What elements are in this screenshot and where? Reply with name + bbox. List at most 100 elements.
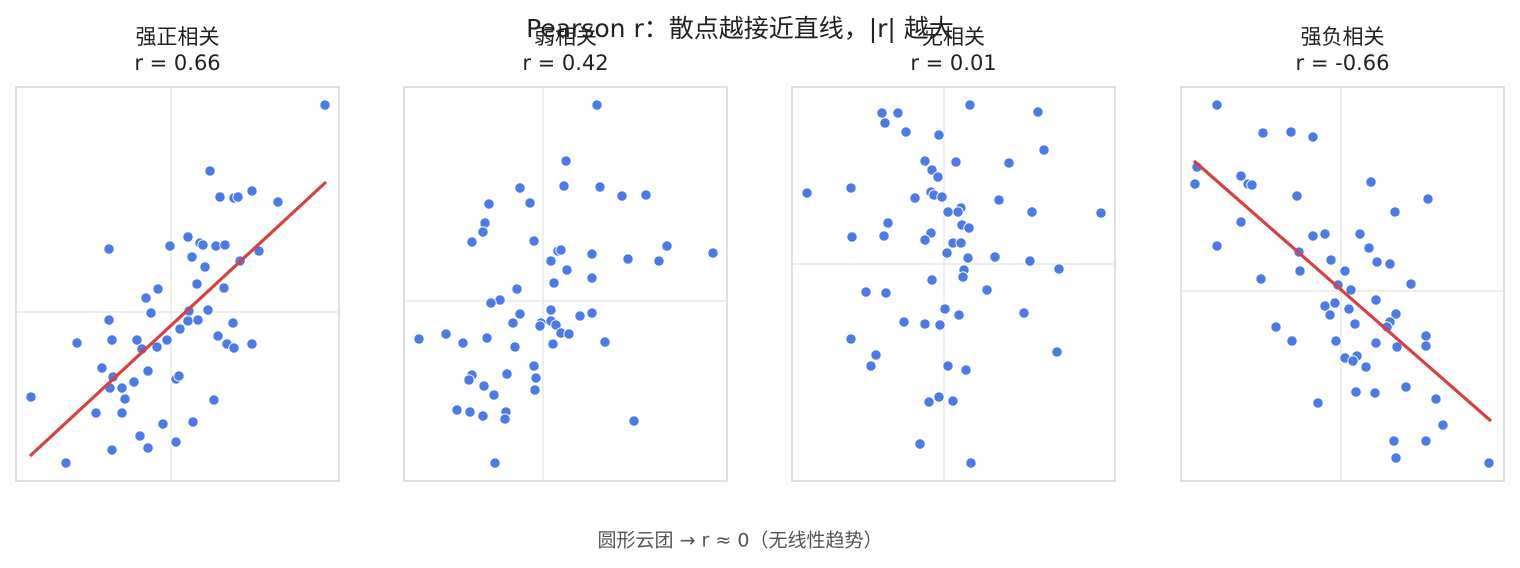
point (545, 255, 557, 267)
point (182, 315, 194, 327)
point (161, 334, 173, 346)
point (1360, 361, 1372, 373)
point (529, 384, 541, 396)
point (116, 407, 128, 419)
point (965, 457, 977, 469)
point (628, 415, 640, 427)
point (488, 389, 500, 401)
point (846, 231, 858, 243)
point (1018, 307, 1030, 319)
point (876, 107, 888, 119)
point (103, 243, 115, 255)
point (485, 297, 497, 309)
point (116, 382, 128, 394)
point (1319, 228, 1331, 240)
point (909, 192, 921, 204)
point (1365, 176, 1377, 188)
point (501, 368, 513, 380)
plot-frame (791, 86, 1116, 482)
point (106, 334, 118, 346)
point (599, 336, 611, 348)
point (1405, 278, 1417, 290)
point (1354, 228, 1366, 240)
point (131, 334, 143, 346)
point (1286, 335, 1298, 347)
point (900, 126, 912, 138)
point (981, 284, 993, 296)
point (440, 328, 452, 340)
point (489, 457, 501, 469)
point (933, 391, 945, 403)
point (228, 342, 240, 354)
point (845, 333, 857, 345)
point (499, 413, 511, 425)
point (1255, 273, 1267, 285)
point (555, 244, 567, 256)
point (514, 308, 526, 320)
point (212, 330, 224, 342)
point (989, 251, 1001, 263)
point (534, 320, 546, 332)
point (947, 395, 959, 407)
point (926, 274, 938, 286)
point (1211, 240, 1223, 252)
point (528, 360, 540, 372)
point (232, 191, 244, 203)
point (1235, 170, 1247, 182)
point (246, 338, 258, 350)
point (878, 230, 890, 242)
point (218, 282, 230, 294)
point (914, 438, 926, 450)
point (451, 404, 463, 416)
point (1371, 256, 1383, 268)
point (1388, 435, 1400, 447)
point (514, 182, 526, 194)
point (71, 337, 83, 349)
point (952, 206, 964, 218)
point (1343, 303, 1355, 315)
point (558, 180, 570, 192)
point (1026, 206, 1038, 218)
point (1370, 337, 1382, 349)
point (528, 235, 540, 247)
point (1390, 308, 1402, 320)
point (1189, 178, 1201, 190)
point (227, 317, 239, 329)
point (1437, 419, 1449, 431)
point (186, 251, 198, 263)
point (594, 181, 606, 193)
point (481, 332, 493, 344)
point (1370, 294, 1382, 306)
point (463, 374, 475, 386)
point (477, 410, 489, 422)
point (1032, 106, 1044, 118)
point (170, 436, 182, 448)
point (1391, 341, 1403, 353)
point (1038, 144, 1050, 156)
point (1294, 265, 1306, 277)
point (953, 309, 965, 321)
point (586, 248, 598, 260)
point (882, 217, 894, 229)
subplot-title: 无相关 (922, 25, 985, 49)
point (939, 303, 951, 315)
point (1211, 99, 1223, 111)
point (892, 107, 904, 119)
point (923, 396, 935, 408)
point (933, 129, 945, 141)
point (204, 165, 216, 177)
point (955, 237, 967, 249)
point (1235, 216, 1247, 228)
point (936, 191, 948, 203)
point (1483, 457, 1495, 469)
point (1345, 284, 1357, 296)
subplot-subtitle: r = 0.01 (910, 51, 996, 75)
point (106, 444, 118, 456)
point (957, 271, 969, 283)
point (182, 231, 194, 243)
point (653, 255, 665, 267)
point (942, 360, 954, 372)
point (96, 362, 108, 374)
point (145, 307, 157, 319)
point (622, 253, 634, 265)
